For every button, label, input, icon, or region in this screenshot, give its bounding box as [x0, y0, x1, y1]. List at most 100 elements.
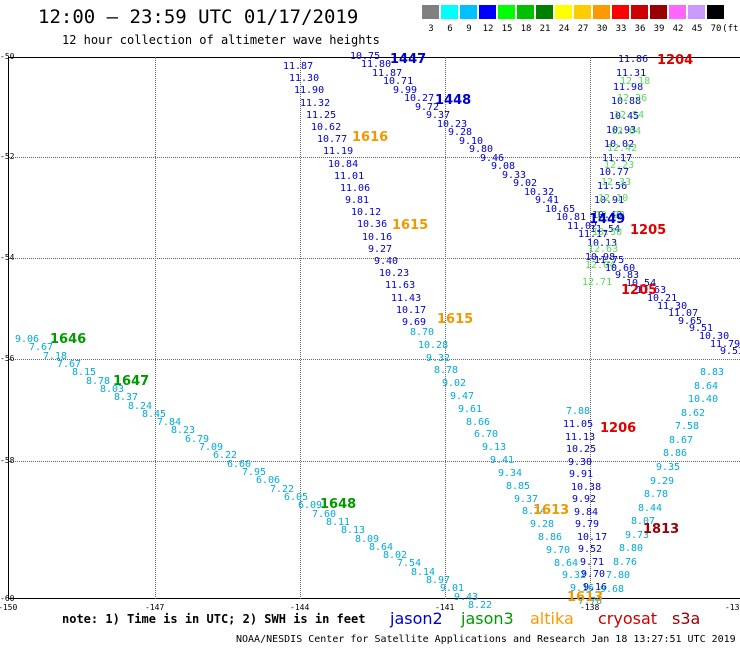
- meridian-line: [300, 57, 301, 599]
- wave-height-value: 10.88: [611, 96, 642, 107]
- wave-height-value: 9.32: [426, 353, 451, 364]
- scale-swatch: [593, 5, 610, 19]
- wave-height-value: 8.22: [468, 600, 493, 611]
- scale-swatch: [707, 5, 724, 19]
- wave-height-value: 10.75: [350, 51, 381, 62]
- longitude-label: -147: [145, 603, 165, 612]
- wave-height-value: 11.19: [323, 146, 354, 157]
- wave-height-value: 11.98: [613, 82, 644, 93]
- wave-height-value: 10.77: [317, 134, 348, 145]
- scale-label: 24: [558, 24, 570, 34]
- wave-height-value: 8.70: [410, 327, 435, 338]
- wave-height-value: 10.84: [328, 159, 359, 170]
- pass-label: 1447: [390, 52, 427, 67]
- wave-height-value: 11.87: [372, 68, 403, 79]
- wave-height-value: 10.60: [605, 263, 636, 274]
- satellite-name: s3a: [672, 609, 701, 628]
- wave-height-value: 9.91: [569, 469, 594, 480]
- wave-height-value: 9.30: [568, 457, 593, 468]
- wave-height-value: 11.54: [590, 224, 621, 235]
- wave-height-value: 8.13: [341, 525, 366, 536]
- scale-label: 27: [577, 24, 589, 34]
- wave-height-value: 8.64: [554, 558, 579, 569]
- scale-swatch: [479, 5, 496, 19]
- wave-height-value: 9.08: [491, 161, 516, 172]
- wave-height-value: 11.43: [391, 293, 422, 304]
- wave-height-value: 8.45: [142, 409, 167, 420]
- wave-height-value: 12.18: [620, 76, 651, 87]
- scale-swatch: [612, 5, 629, 19]
- pass-label: 1613: [567, 590, 604, 605]
- wave-height-value: 11.63: [636, 285, 667, 296]
- scale-unit: (ft): [722, 24, 740, 34]
- pass-label: 1647: [113, 374, 150, 389]
- wave-height-value: 10.54: [626, 278, 657, 289]
- wave-height-value: 9.40: [374, 256, 399, 267]
- latitude-label: -50: [0, 52, 15, 61]
- wave-height-value: 10.30: [699, 331, 730, 342]
- wave-height-value: 9.84: [574, 507, 599, 518]
- scale-swatch: [631, 5, 648, 19]
- wave-height-value: 11.80: [361, 59, 392, 70]
- wave-height-value: 8.44: [638, 503, 663, 514]
- wave-height-value: 11.30: [657, 301, 688, 312]
- wave-height-value: 8.97: [426, 575, 451, 586]
- pass-label: 1205: [621, 283, 658, 298]
- longitude-label: -144: [290, 603, 310, 612]
- wave-height-value: 9.29: [650, 476, 675, 487]
- wave-height-value: 11.75: [594, 255, 625, 266]
- wave-height-value: 10.17: [577, 532, 608, 543]
- longitude-label: -150: [0, 603, 18, 612]
- wave-height-value: 7.67: [57, 359, 82, 370]
- credit-line: NOAA/NESDIS Center for Satellite Applica…: [236, 634, 736, 645]
- wave-height-value: 9.06: [15, 334, 40, 345]
- wave-height-value: 6.06: [256, 475, 281, 486]
- wave-height-value: 9.46: [480, 153, 505, 164]
- wave-height-value: 8.76: [613, 557, 638, 568]
- scale-swatch: [460, 5, 477, 19]
- wave-height-value: 12.63: [588, 244, 619, 255]
- wave-height-value: 11.17: [602, 153, 633, 164]
- scale-swatch: [441, 5, 458, 19]
- scale-swatch: [498, 5, 515, 19]
- meridian-line: [590, 57, 591, 599]
- wave-height-value: 12.54: [614, 110, 645, 121]
- wave-height-value: 7.58: [675, 421, 700, 432]
- scale-label: 45: [691, 24, 703, 34]
- wave-height-value: 9.10: [459, 136, 484, 147]
- pass-label: 1204: [657, 53, 694, 68]
- wave-height-value: 7.95: [242, 467, 267, 478]
- pass-label: 1813: [643, 522, 680, 537]
- wave-height-value: 11.06: [340, 183, 371, 194]
- wave-height-value: 12.10: [598, 193, 629, 204]
- wave-height-value: 8.64: [694, 381, 719, 392]
- wave-height-value: 8.62: [681, 408, 706, 419]
- wave-height-value: 10.23: [379, 268, 410, 279]
- wave-height-value: 9.81: [345, 195, 370, 206]
- page-title: 12:00 – 23:59 UTC 01/17/2019: [38, 6, 359, 28]
- wave-height-value: 8.67: [669, 435, 694, 446]
- pass-label: 1616: [352, 130, 389, 145]
- wave-height-value: 10.38: [571, 482, 602, 493]
- wave-height-value: 7.80: [606, 570, 631, 581]
- wave-height-value: 9.37: [426, 110, 451, 121]
- wave-height-value: 10.32: [524, 187, 555, 198]
- wave-height-value: 9.33: [502, 170, 527, 181]
- satellite-name: jason2: [390, 609, 443, 628]
- pass-label: 1205: [630, 223, 667, 238]
- wave-height-value: 9.37: [514, 494, 539, 505]
- wave-height-value: 9.70: [546, 545, 571, 556]
- scale-label: 18: [520, 24, 532, 34]
- footer-note: note: 1) Time is in UTC; 2) SWH is in fe…: [62, 612, 366, 626]
- wave-height-value: 8.07: [631, 516, 656, 527]
- wave-height-value: 12.33: [601, 177, 632, 188]
- scale-swatch: [517, 5, 534, 19]
- wave-height-value: 7.84: [157, 417, 182, 428]
- wave-height-value: 10.45: [609, 111, 640, 122]
- wave-height-value: 8.15: [72, 367, 97, 378]
- wave-height-value: 11.30: [289, 73, 320, 84]
- wave-height-value: 7.18: [43, 351, 68, 362]
- wave-height-value: 9.71: [580, 557, 605, 568]
- pass-label: 1615: [437, 312, 474, 327]
- scale-swatch: [650, 5, 667, 19]
